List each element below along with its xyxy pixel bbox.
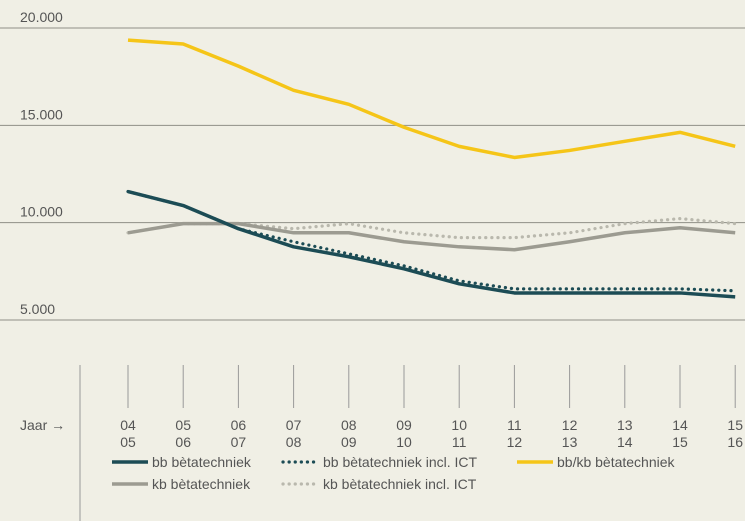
x-tick-label-line: 05: [120, 434, 136, 450]
line-series: [127, 189, 736, 299]
legend-label: kb bètatechniek incl. ICT: [323, 476, 477, 492]
legend-label: kb bètatechniek: [152, 476, 251, 492]
x-tick-label-line: 10: [396, 434, 412, 450]
line-series: [126, 189, 737, 293]
legend-label: bb bètatechniek: [152, 454, 252, 470]
legend-label: bb bètatechniek incl. ICT: [323, 454, 478, 470]
y-tick-label: 15.000: [20, 106, 63, 122]
y-tick-label: 5.000: [20, 301, 55, 317]
x-tick-label: 14 15: [672, 417, 688, 450]
x-tick-label-line: 08: [341, 417, 357, 433]
x-tick-label-line: 10: [451, 417, 467, 433]
x-tick-label: 09 10: [396, 417, 412, 450]
x-tick-label-line: 09: [396, 417, 412, 433]
line-series: [127, 38, 736, 160]
x-tick-label: 08 09: [341, 417, 357, 450]
x-tick-label: 15 16: [727, 417, 743, 450]
x-tick-label: 04 05: [120, 417, 136, 450]
x-tick-label-line: 15: [672, 434, 688, 450]
x-tick-label: 10 11: [451, 417, 467, 450]
x-tick-label-line: 12: [562, 417, 578, 433]
x-tick-label-line: 05: [175, 417, 191, 433]
x-tick-label-line: 12: [507, 434, 523, 450]
x-tick-label-line: 06: [175, 434, 191, 450]
legend-label: bb/kb bètatechniek: [557, 454, 676, 470]
x-tick-label-line: 04: [120, 417, 136, 433]
x-tick-label: 07 08: [286, 417, 302, 450]
x-tick-label-line: 11: [507, 417, 522, 433]
x-tick-label: 12 13: [562, 417, 578, 450]
x-tick-label-line: 14: [672, 417, 688, 433]
line-series: [126, 216, 737, 240]
x-tick-label-line: 08: [286, 434, 302, 450]
x-tick-label-line: 11: [452, 434, 467, 450]
x-tick-label-line: 14: [617, 434, 633, 450]
x-axis-label: Jaar →: [20, 417, 65, 433]
y-tick-label: 10.000: [20, 204, 63, 220]
x-tick-label: 13 14: [617, 417, 633, 450]
x-tick-label: 05 06: [175, 417, 191, 450]
y-tick-label: 20.000: [20, 9, 63, 25]
x-tick-label-line: 16: [727, 434, 743, 450]
x-tick-label-line: 15: [727, 417, 743, 433]
x-tick-label-line: 06: [231, 417, 247, 433]
x-tick-label-line: 09: [341, 434, 357, 450]
x-tick-label: 06 07: [231, 417, 247, 450]
x-tick-label-line: 13: [617, 417, 633, 433]
x-tick-label-line: 07: [286, 417, 302, 433]
x-tick-label: 11 12: [507, 417, 523, 450]
x-tick-label-line: 07: [231, 434, 247, 450]
x-tick-label-line: 13: [562, 434, 578, 450]
